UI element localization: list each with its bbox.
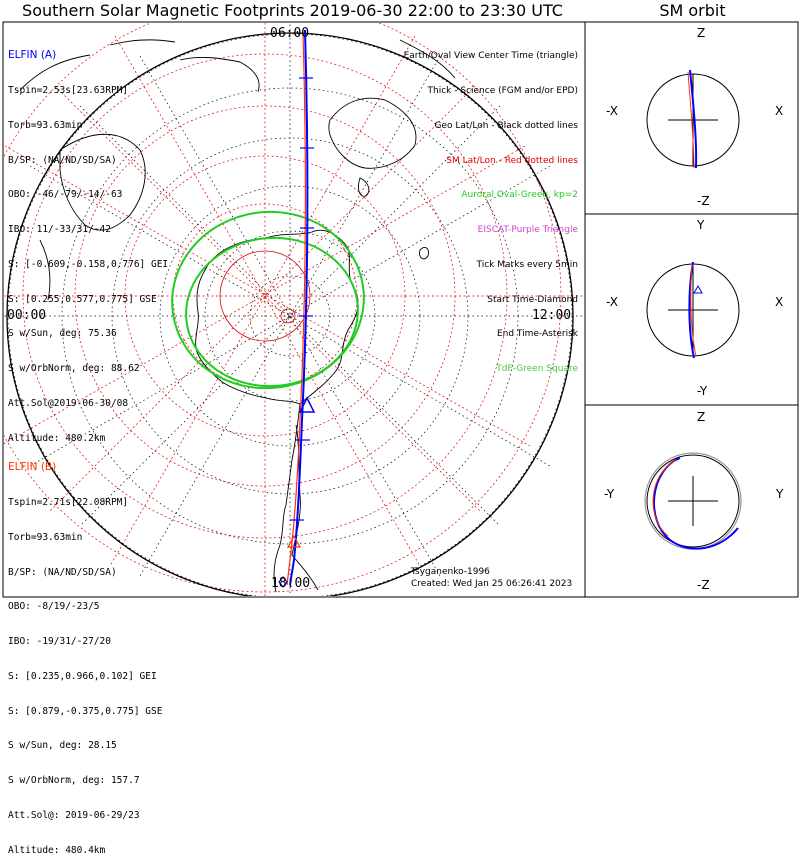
elfin-a-line: Tspin=2.53s[23.63RPM]: [8, 84, 129, 96]
legend-item: TdF-Green Square: [496, 364, 578, 375]
auroral-oval-outer: [171, 210, 365, 390]
view-center-triangle: [298, 396, 316, 413]
sm-orbit-title: SM orbit: [659, 1, 726, 20]
legend-item: EISCAT-Purple Triangle: [477, 225, 578, 236]
elfin-a-line: OBO: -46/-79/-14/-63: [8, 189, 123, 201]
sm2-top: Y: [697, 218, 705, 232]
legend-item: Geo Lat/Lon - Black dotted lines: [434, 120, 578, 131]
sm3-top: Z: [697, 410, 706, 424]
legend-item: Earth/Oval View Center Time (triangle): [403, 51, 578, 62]
legend-item: Tick Marks every 5min: [476, 259, 578, 270]
geo-grid: [4, 23, 584, 596]
legend-item: Start Time-Diamond: [487, 294, 578, 305]
footprint-diagram: [2, 21, 799, 598]
sm3-right: Y: [776, 487, 784, 501]
horizon-circle: [6, 32, 574, 596]
elfin-b-line: OBO: -8/19/-23/5: [8, 601, 100, 613]
created-label: Created: Wed Jan 25 06:26:41 2023: [411, 579, 573, 589]
legend-item: Thick - Science (FGM and/or EPD): [427, 85, 578, 96]
legend: Earth/Oval View Center Time (triangle) T…: [404, 28, 578, 387]
time-label-top: 06:00: [270, 26, 310, 41]
elfin-a-line: S w/Sun, deg: 75.36: [8, 328, 117, 340]
auroral-oval-inner: [185, 236, 359, 388]
sm2-right: X: [775, 295, 784, 309]
tick-marks: [290, 77, 314, 521]
polar-map: [4, 23, 584, 596]
elfin-a-info: ELFIN (A) Tspin=2.53s[23.63RPM] Torb=93.…: [8, 27, 168, 456]
elfin-a-line: Altitude: 480.2km: [8, 432, 106, 444]
elfin-a-track: [289, 29, 309, 586]
elfin-b-line: S w/Sun, deg: 28.15: [8, 740, 117, 752]
south-america-coast: [273, 424, 319, 593]
legend-item: SM Lat/Lon - Red dotted lines: [446, 155, 578, 166]
legend-item: Auroral Oval-Green, kp=2: [461, 190, 578, 201]
start-diamond: [278, 576, 288, 588]
time-label-left: 00:00: [7, 308, 47, 323]
legend-item: End Time-Asterisk: [496, 329, 578, 340]
sm-frame: [584, 21, 799, 598]
elfin-b-line: S w/OrbNorm, deg: 157.7: [8, 775, 140, 787]
elfin-a-line: IBO: 11/-33/31/-42: [8, 224, 111, 236]
time-label-right: 12:00: [532, 308, 572, 323]
elfin-a-line: Att.Sol@2019-06-30/08: [8, 398, 129, 409]
elfin-b-line: Altitude: 480.4km: [8, 844, 106, 856]
elfin-b-start-triangle: [286, 534, 302, 548]
elfin-a-line: Torb=93.63min: [8, 119, 83, 131]
sm1-top: Z: [697, 26, 706, 40]
elfin-a-line: B/SP: (NA/ND/SD/SA): [8, 154, 117, 166]
elfin-b-line: B/SP: (NA/ND/SD/SA): [8, 566, 117, 578]
africa-coast: [59, 133, 146, 231]
elfin-b-track: [286, 31, 306, 586]
elfin-a-line: S w/OrbNorm, deg: 88.62: [8, 363, 140, 375]
sm1-right: X: [775, 104, 784, 118]
elfin-b-line: Att.Sol@: 2019-06-29/23: [8, 810, 140, 821]
auroral-oval: [171, 210, 365, 390]
sm3-bottom: -Z: [697, 578, 710, 592]
sm1-left: -X: [606, 104, 618, 118]
elfin-a-line: S: [0.255,0.577,0.775] GSE: [8, 293, 157, 305]
elfin-b-line: S: [0.235,0.966,0.102] GEI: [8, 670, 157, 682]
elfin-b-info: ELFIN (B) Tspin=2.71s[22.08RPM] Torb=93.…: [8, 439, 162, 868]
sm-panel-yz: [644, 452, 742, 550]
elfin-b-line: Tspin=2.71s[22.08RPM]: [8, 496, 129, 508]
sm-grid: [4, 23, 584, 596]
elfin-b-header: ELFIN (B): [8, 461, 57, 474]
elfin-b-line: Torb=93.63min: [8, 531, 83, 543]
sm2-left: -X: [606, 295, 618, 309]
sm2-bottom: -Y: [697, 384, 708, 398]
plot-title: Southern Solar Magnetic Footprints 2019-…: [22, 1, 563, 20]
elfin-a-line: S: [-0.609,-0.158,0.776] GEI: [8, 258, 169, 270]
sm3-left: -Y: [604, 487, 615, 501]
elfin-b-line: IBO: -19/31/-27/20: [8, 636, 111, 648]
elfin-b-line: S: [0.879,-0.375,0.775] GSE: [8, 705, 163, 717]
sm-panel-xy: [646, 261, 740, 359]
sm1-bottom: -Z: [697, 194, 710, 208]
australia-coast: [328, 97, 417, 169]
time-label-bottom: 18:00: [271, 576, 311, 591]
model-label: Tsyganenko-1996: [411, 567, 490, 577]
sm-panel-xz: [646, 69, 740, 169]
elfin-a-header: ELFIN (A): [8, 49, 57, 62]
